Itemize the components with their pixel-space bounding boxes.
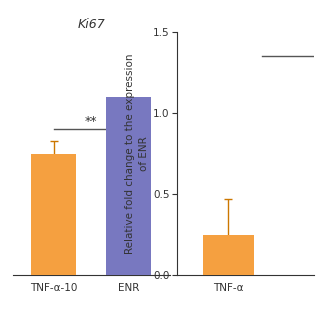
- Title: Ki67: Ki67: [77, 18, 105, 31]
- Bar: [203, 235, 254, 275]
- Bar: [106, 97, 151, 275]
- Bar: [31, 154, 76, 275]
- Text: **: **: [85, 115, 98, 128]
- Y-axis label: Relative fold change to the expression
of ENR: Relative fold change to the expression o…: [125, 53, 149, 254]
